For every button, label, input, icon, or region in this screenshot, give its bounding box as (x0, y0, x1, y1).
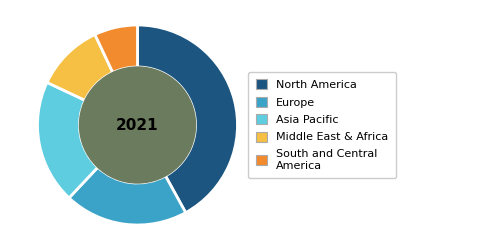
Wedge shape (47, 34, 113, 100)
Wedge shape (138, 25, 237, 213)
Wedge shape (38, 82, 98, 198)
Circle shape (80, 67, 196, 183)
Wedge shape (95, 25, 138, 72)
Text: 2021: 2021 (116, 118, 159, 132)
Legend: North America, Europe, Asia Pacific, Middle East & Africa, South and Central
Ame: North America, Europe, Asia Pacific, Mid… (248, 72, 396, 178)
Wedge shape (69, 167, 186, 225)
